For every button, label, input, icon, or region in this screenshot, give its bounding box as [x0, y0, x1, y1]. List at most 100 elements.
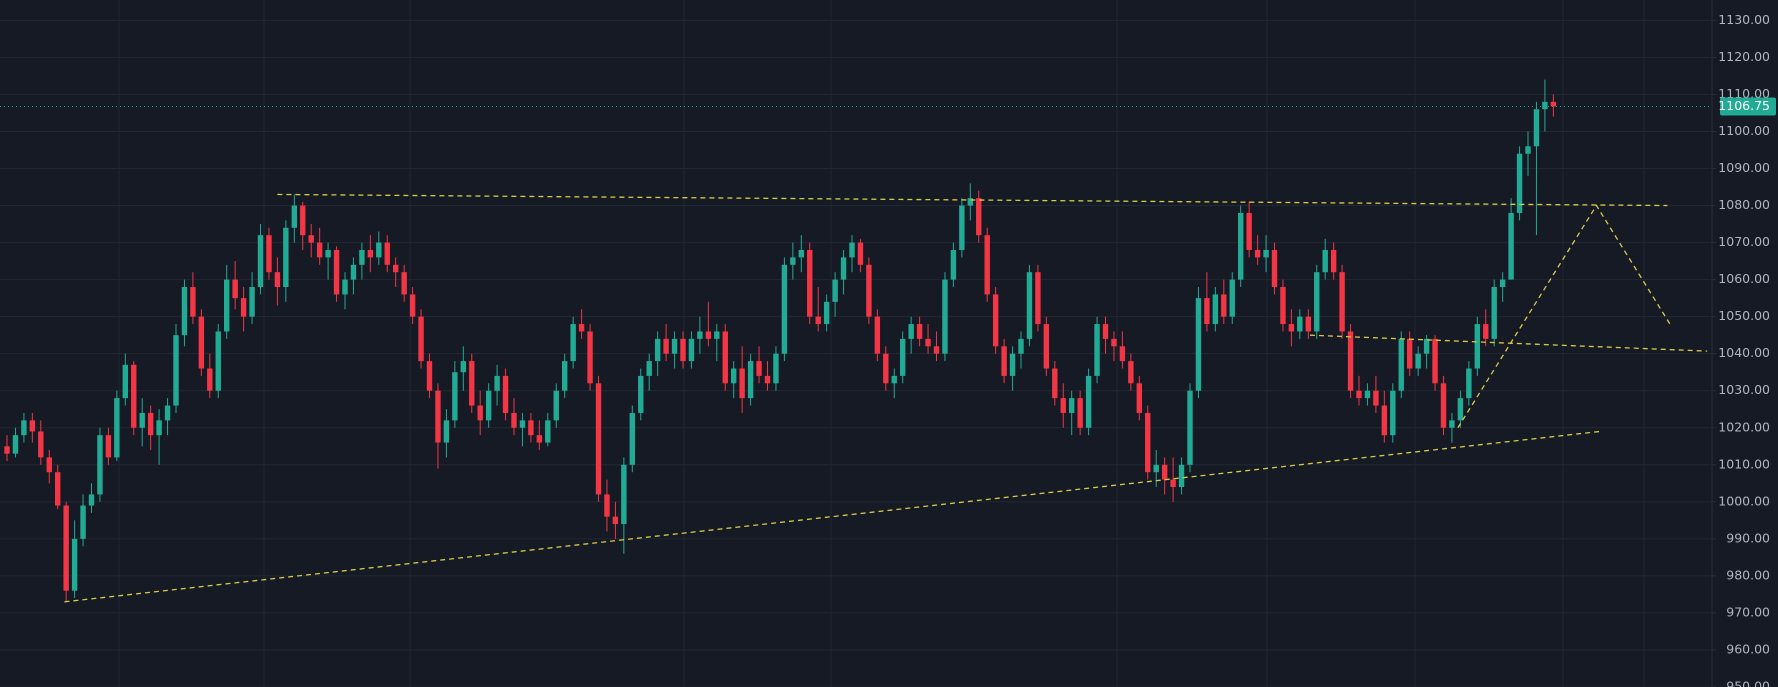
candle-body — [916, 324, 923, 339]
candle-body — [359, 249, 365, 265]
candle-body — [595, 383, 602, 495]
candle-body — [967, 198, 973, 206]
y-tick-label: 1070.00 — [1718, 234, 1770, 249]
candle-body — [891, 375, 897, 384]
candle-body — [164, 405, 171, 421]
candle-body — [781, 264, 788, 354]
candle-body — [646, 361, 652, 376]
candle-body — [435, 390, 441, 443]
candle-body — [1069, 398, 1075, 413]
candle-body — [232, 279, 238, 299]
candle-body — [1407, 338, 1413, 369]
candle-body — [1474, 324, 1480, 369]
candle-body — [384, 242, 390, 265]
candle-body — [1246, 212, 1252, 250]
candle-body — [1466, 368, 1472, 399]
candle-body — [933, 346, 940, 354]
trendline — [277, 193, 1668, 207]
candle-body — [739, 368, 745, 399]
candle-body — [900, 338, 906, 376]
candle-body — [942, 279, 948, 354]
candle-body — [849, 242, 855, 258]
candle-body — [1043, 324, 1050, 369]
candle-body — [950, 249, 957, 280]
candle-body — [984, 235, 990, 295]
candle-body — [1254, 249, 1261, 258]
y-tick-label: 1110.00 — [1718, 86, 1770, 101]
candle-body — [1423, 338, 1430, 354]
candle-body — [807, 249, 813, 317]
candle-body — [452, 372, 458, 421]
candle-body — [1026, 272, 1033, 339]
candle-body — [976, 198, 982, 236]
candle-body — [147, 412, 154, 436]
y-tick-label: 990.00 — [1726, 530, 1770, 545]
candle-body — [798, 249, 804, 258]
candle-body — [1516, 153, 1523, 213]
y-tick-label: 960.00 — [1726, 641, 1770, 656]
candle-body — [257, 235, 264, 288]
candle-body — [587, 331, 593, 384]
trendline — [64, 430, 1600, 603]
candle-body — [350, 264, 357, 280]
candle-body — [342, 279, 348, 295]
candle-body — [1111, 338, 1117, 347]
candle-body — [1145, 412, 1151, 473]
candle-body — [156, 420, 162, 436]
candle-body — [240, 298, 247, 317]
candle-body — [714, 331, 720, 339]
candle-body — [46, 457, 52, 473]
candle-body — [1178, 464, 1185, 488]
candle-body — [12, 435, 19, 454]
candle-body — [485, 390, 492, 421]
y-tick-label: 1000.00 — [1718, 493, 1770, 508]
y-tick-label: 1130.00 — [1718, 12, 1770, 27]
candle-body — [883, 353, 889, 384]
candle-body — [621, 464, 627, 525]
candle-body — [511, 412, 517, 428]
candle-body — [1508, 212, 1514, 280]
candle-body — [562, 361, 568, 391]
y-tick-label: 1080.00 — [1718, 197, 1770, 212]
y-tick-label: 950.00 — [1726, 679, 1770, 687]
candle-body — [1457, 398, 1464, 421]
candle-body — [97, 435, 103, 495]
candle-body — [21, 420, 27, 436]
candle-body — [1136, 383, 1142, 413]
candle-body — [866, 264, 872, 317]
y-tick-label: 970.00 — [1726, 604, 1770, 619]
y-tick-label: 1010.00 — [1718, 456, 1770, 471]
candle-body — [367, 249, 374, 258]
candle-body — [55, 472, 61, 506]
candle-body — [1085, 375, 1092, 428]
candle-body — [1060, 398, 1066, 413]
candle-body — [1373, 390, 1379, 406]
candle-body — [63, 505, 69, 591]
candle-body — [1195, 298, 1202, 391]
candle-body — [773, 353, 779, 384]
candle-body — [173, 335, 179, 406]
candle-body — [1161, 464, 1168, 480]
candle-body — [1001, 346, 1007, 376]
candle-body — [139, 412, 145, 428]
candle-body — [663, 338, 669, 354]
candle-body — [1499, 279, 1506, 288]
candle-body — [1440, 383, 1447, 428]
candle-body — [697, 331, 703, 339]
candle-body — [722, 331, 728, 384]
candle-body — [426, 361, 433, 391]
candle-body — [764, 375, 771, 384]
candle-body — [29, 420, 36, 432]
candle-body — [308, 235, 314, 243]
candle-body — [1280, 287, 1286, 325]
candles — [4, 79, 1557, 602]
candle-body — [1119, 346, 1126, 362]
candle-body — [274, 272, 281, 288]
y-tick-label: 1040.00 — [1718, 345, 1770, 360]
candle-body — [1305, 316, 1311, 332]
candle-body — [840, 257, 847, 280]
candle-body — [1102, 324, 1109, 339]
candle-body — [300, 205, 306, 236]
